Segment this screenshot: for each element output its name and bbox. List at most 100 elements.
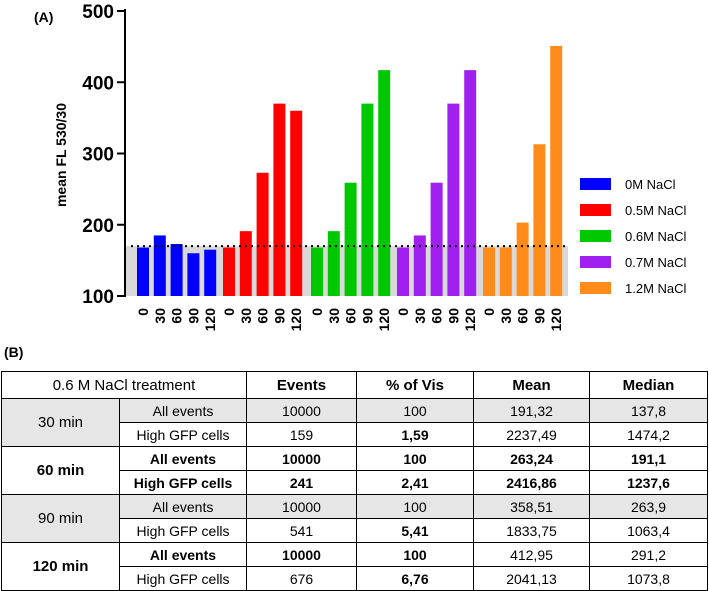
pct-cell: 5,41 [356,518,474,543]
bar-0-7m-nacl-0 [397,247,409,296]
pct-cell: 100 [356,542,474,567]
table-header-row: 0.6 M NaCl treatment Events % of Vis Mea… [1,371,708,399]
row-label: High GFP cells [119,566,247,591]
y-tick-label: 300 [82,145,114,166]
row-label: All events [119,446,247,471]
x-tick-label: 30 [152,308,168,324]
time-cell: 120 min [1,542,120,591]
row-label: All events [119,398,247,423]
table-row: 120 min All events 10000 100 412,95 291,… [1,542,708,591]
table-row: 30 min All events 10000 100 191,32 137,8 [1,398,708,447]
mean-cell: 412,95 [473,542,590,567]
bar-0-5m-nacl-60 [256,172,269,296]
median-cell: 1073,8 [589,566,708,591]
median-cell: 1474,2 [589,422,708,447]
legend-label: 0M NaCl [625,177,676,192]
mean-cell: 191,32 [473,398,590,423]
x-tick-label: 60 [255,308,271,324]
y-tick-label: 500 [82,2,114,23]
header-pct-vis: % of Vis [356,371,474,399]
y-tick-label: 200 [82,216,114,237]
events-cell: 10000 [246,446,357,471]
bar-0-5m-nacl-0 [223,247,235,296]
median-cell: 191,1 [589,446,708,471]
legend-label: 1.2M NaCl [625,281,687,296]
x-tick-label: 90 [271,308,287,324]
header-median: Median [589,371,708,399]
legend-swatch [580,282,611,294]
y-axis-label: mean FL 530/30 [53,103,69,207]
mean-cell: 1833,75 [473,518,590,543]
bar-1-2m-nacl-30 [499,247,512,296]
mean-cell: 263,24 [473,446,590,471]
bar-chart: (A)0 30 60 90 120 0 30 60 90 120 0 30 60 90 120 0 30 60 90… [34,2,687,332]
events-cell: 676 [246,566,357,591]
bar-0-5m-nacl-30 [239,231,252,296]
mean-cell: 2416,86 [473,470,590,495]
x-tick-label: 60 [343,308,359,324]
mean-cell: 2041,13 [473,566,590,591]
median-cell: 1237,6 [589,470,708,495]
bar-0m-nacl-30 [153,235,166,296]
x-tick-label: 30 [412,308,428,324]
x-tick-label: 30 [238,308,254,324]
legend-swatch [580,230,611,242]
table-row: High GFP cells 241 2,41 2416,86 1237,6 [2,470,708,495]
bar-0-6m-nacl-60 [344,182,357,296]
table-row: High GFP cells 676 6,76 2041,13 1073,8 [2,566,708,591]
bar-0m-nacl-60 [170,243,183,296]
events-cell: 10000 [246,542,357,567]
events-cell: 159 [246,422,357,447]
x-tick-label: 0 [135,308,151,316]
mean-cell: 2237,49 [473,422,590,447]
table-row: High GFP cells 159 1,59 2237,49 1474,2 [2,422,708,447]
row-label: High GFP cells [119,470,247,495]
legend-swatch [580,204,611,216]
time-cell: 60 min [1,446,120,495]
time-cell: 90 min [1,494,120,543]
row-label: High GFP cells [119,422,247,447]
x-tick-label: 0 [309,308,325,316]
x-tick-label: 0 [221,308,237,316]
x-tick-label: 120 [288,308,304,332]
results-table: 0.6 M NaCl treatment Events % of Vis Mea… [1,371,708,591]
pct-cell: 100 [356,398,474,423]
legend-label: 0.5M NaCl [625,203,687,218]
events-cell: 241 [246,470,357,495]
mean-cell: 358,51 [473,494,590,519]
median-cell: 291,2 [589,542,708,567]
bar-0m-nacl-0 [137,247,149,296]
x-tick-label: 120 [202,308,218,332]
bar-0-6m-nacl-0 [311,247,323,296]
pct-cell: 2,41 [356,470,474,495]
pct-cell: 100 [356,446,474,471]
panel-b-label: (B) [4,344,24,360]
bar-1-2m-nacl-90 [533,144,546,296]
legend-label: 0.6M NaCl [625,229,687,244]
bar-0-7m-nacl-90 [447,103,460,296]
bar-0-7m-nacl-60 [430,182,443,296]
bar-0-5m-nacl-90 [273,103,286,296]
median-cell: 137,8 [589,398,708,423]
legend-swatch [580,178,611,190]
row-label: High GFP cells [119,518,247,543]
bar-0m-nacl-120 [204,249,217,296]
x-tick-label: 120 [462,308,478,332]
x-tick-label: 90 [359,308,375,324]
bar-0-5m-nacl-120 [290,110,303,296]
x-tick-label: 30 [326,308,342,324]
x-tick-label: 120 [548,308,564,332]
x-tick-label: 120 [376,308,392,332]
x-tick-label: 0 [395,308,411,316]
header-treatment: 0.6 M NaCl treatment [1,371,247,399]
events-cell: 10000 [246,494,357,519]
legend-label: 0.7M NaCl [625,255,687,270]
x-tick-label: 0 [481,308,497,316]
pct-cell: 6,76 [356,566,474,591]
y-tick-label: 100 [82,287,114,308]
row-label: All events [119,542,247,567]
panel-a-label: (A) [34,9,53,25]
bar-0-7m-nacl-30 [413,235,426,296]
bar-1-2m-nacl-120 [550,45,563,296]
bar-0-6m-nacl-90 [361,103,374,296]
